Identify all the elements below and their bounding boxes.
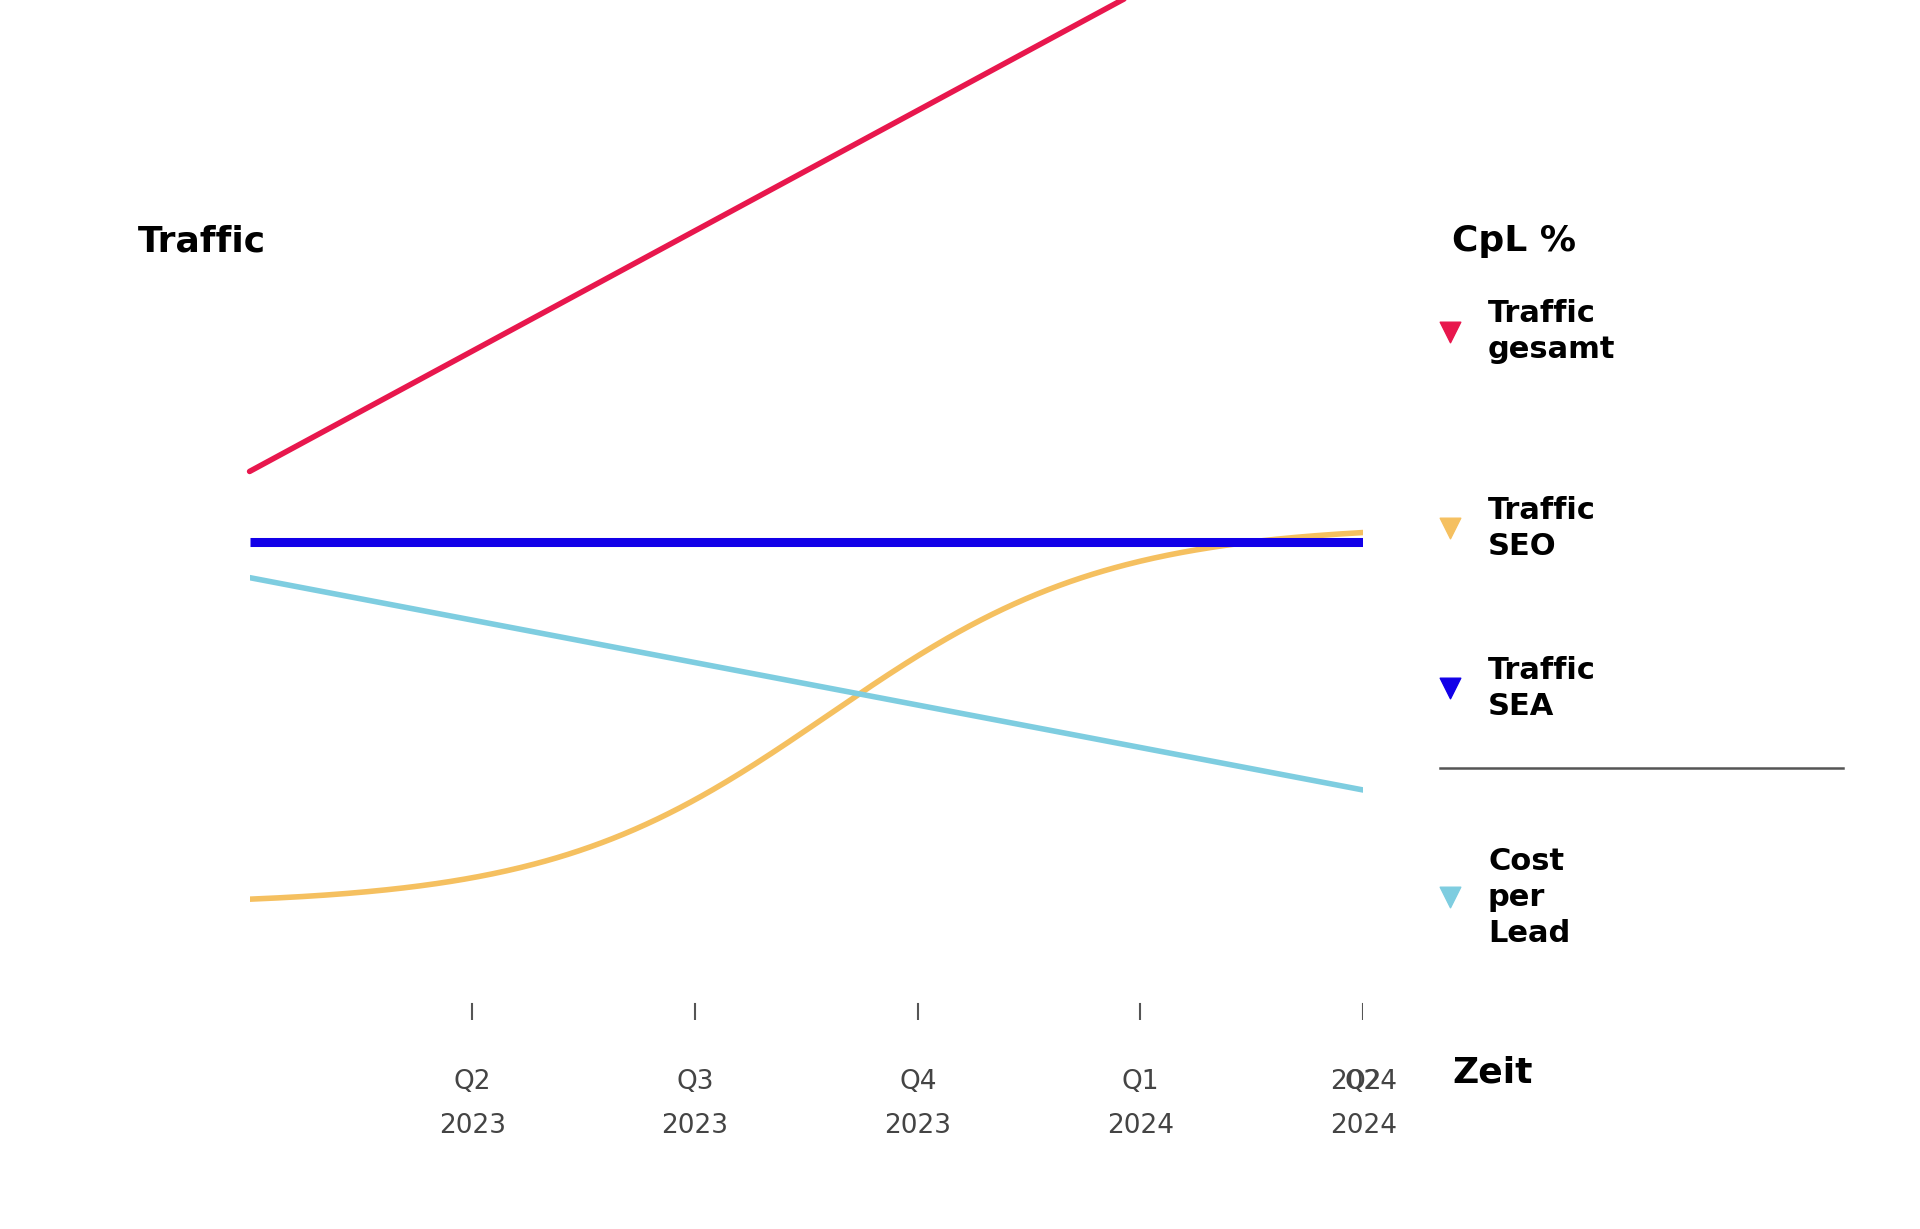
Text: 2023: 2023 xyxy=(885,1113,950,1139)
Text: Traffic
SEO: Traffic SEO xyxy=(1488,497,1596,560)
Text: Q2: Q2 xyxy=(453,1069,492,1095)
Text: 2024: 2024 xyxy=(1331,1069,1396,1095)
Text: Traffic
SEA: Traffic SEA xyxy=(1488,656,1596,720)
Text: Cost
per
Lead: Cost per Lead xyxy=(1488,847,1571,948)
Point xyxy=(1434,887,1465,907)
Text: Q4: Q4 xyxy=(899,1069,937,1095)
Point xyxy=(1434,322,1465,342)
Text: CpL %: CpL % xyxy=(1452,225,1576,258)
Text: Q1: Q1 xyxy=(1121,1069,1160,1095)
Text: 2024: 2024 xyxy=(1108,1113,1173,1139)
Text: Zeit: Zeit xyxy=(1452,1056,1532,1089)
Text: 2023: 2023 xyxy=(662,1113,728,1139)
Text: 2024: 2024 xyxy=(1331,1113,1396,1139)
Text: 2023: 2023 xyxy=(440,1113,505,1139)
Text: Q2: Q2 xyxy=(1344,1069,1382,1095)
Text: Traffic
gesamt: Traffic gesamt xyxy=(1488,300,1615,364)
Text: Traffic: Traffic xyxy=(138,225,267,258)
Point xyxy=(1434,519,1465,538)
Point xyxy=(1434,678,1465,698)
Text: Q3: Q3 xyxy=(676,1069,714,1095)
